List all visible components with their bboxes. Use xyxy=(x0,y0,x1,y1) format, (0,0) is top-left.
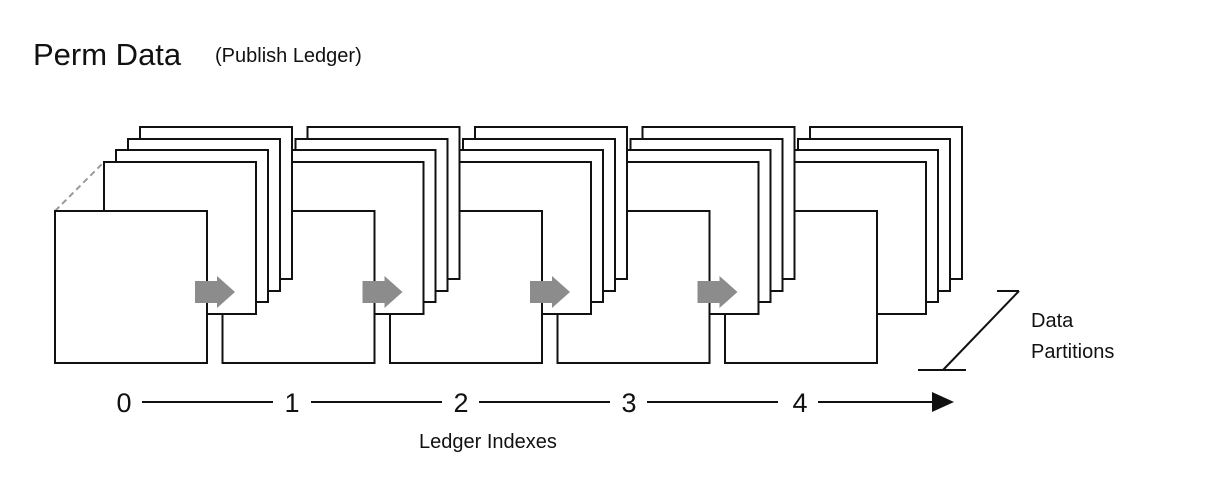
flow-arrow-icon-2 xyxy=(530,276,570,308)
flow-arrow-icon-0 xyxy=(195,276,235,308)
diagram-subtitle: (Publish Ledger) xyxy=(215,45,362,67)
partition-bracket-diagonal xyxy=(942,290,1020,371)
data-partitions-indicator: Data Partitions xyxy=(918,290,1114,371)
flow-arrow-icon-1 xyxy=(362,276,403,308)
axis-arrowhead xyxy=(932,392,954,412)
flow-arrows xyxy=(195,276,738,308)
ledger-stacks xyxy=(54,126,963,364)
perspective-line-0 xyxy=(54,161,105,212)
index-label-0: 0 xyxy=(116,388,131,418)
partitions-label-line1: Data xyxy=(1031,310,1074,332)
partitions-label-line2: Partitions xyxy=(1031,341,1114,363)
ledger-stack-2 xyxy=(389,126,628,364)
ledger-index-axis: 0 1 2 3 4 Ledger Indexes xyxy=(116,388,954,453)
index-label-4: 4 xyxy=(792,388,807,418)
index-label-1: 1 xyxy=(284,388,299,418)
axis-title: Ledger Indexes xyxy=(419,431,557,453)
index-label-2: 2 xyxy=(453,388,468,418)
index-label-3: 3 xyxy=(621,388,636,418)
ledger-front-frame-0 xyxy=(54,210,208,364)
flow-arrow-icon-3 xyxy=(697,276,738,308)
ledger-stack-0 xyxy=(54,126,293,364)
diagram-title: Perm Data xyxy=(33,37,182,72)
